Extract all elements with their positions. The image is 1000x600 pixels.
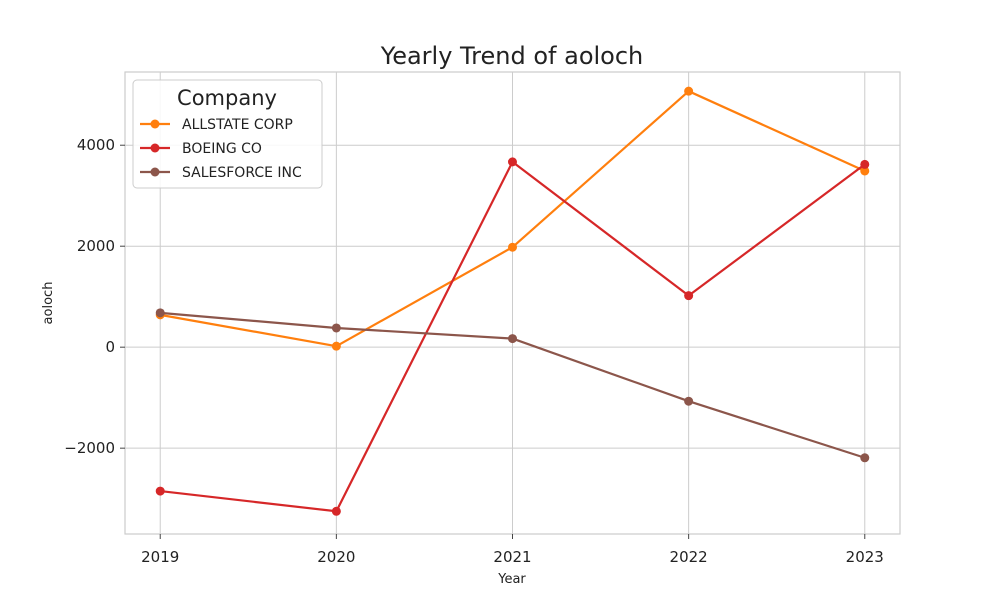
y-tick-label: −2000 (64, 439, 115, 457)
data-point (331, 341, 341, 351)
series (155, 86, 870, 516)
x-axis-ticks: 2019 2020 2021 2022 2023 (141, 534, 884, 566)
data-point (155, 308, 165, 318)
data-point (508, 157, 517, 167)
data-point (860, 166, 870, 176)
legend-swatch-marker (150, 119, 160, 129)
data-point (331, 323, 341, 333)
data-point (508, 242, 517, 252)
series-boeing-co (155, 157, 870, 516)
series-allstate-corp (155, 86, 870, 351)
data-point (155, 486, 165, 496)
legend-item: BOEING CO (140, 141, 262, 157)
y-axis-ticks: −2000 0 2000 4000 (64, 136, 125, 457)
data-point (684, 86, 694, 96)
x-tick-label: 2021 (493, 548, 531, 566)
x-tick-label: 2020 (317, 548, 355, 566)
legend-label: SALESFORCE INC (182, 165, 302, 181)
data-point (860, 159, 870, 169)
y-tick-label: 2000 (77, 237, 115, 255)
legend-items: ALLSTATE CORP BOEING CO SALESFORCE INC (140, 117, 302, 181)
legend-title: Company (177, 86, 277, 110)
x-tick-label: 2023 (846, 548, 884, 566)
legend-swatch-marker (150, 167, 160, 177)
x-tick-label: 2019 (141, 548, 179, 566)
y-tick-label: 4000 (77, 136, 115, 154)
legend: Company ALLSTATE CORP BOEING CO SALESFORCE… (132, 79, 323, 189)
legend-item: ALLSTATE CORP (140, 117, 293, 133)
legend-swatch-marker (150, 143, 160, 153)
legend-label: BOEING CO (182, 141, 262, 157)
data-point (860, 453, 870, 463)
x-tick-label: 2022 (670, 548, 708, 566)
series-salesforce-inc (155, 308, 870, 463)
y-axis-label: aoloch (41, 282, 56, 325)
x-axis-label: Year (497, 572, 526, 587)
chart-title: Yearly Trend of aoloch (380, 42, 644, 70)
y-tick-label: 0 (105, 338, 115, 356)
legend-label: ALLSTATE CORP (182, 117, 293, 133)
data-point (684, 291, 694, 301)
data-point (331, 506, 341, 516)
legend-box (132, 79, 323, 189)
data-point (508, 334, 517, 344)
data-point (684, 396, 694, 406)
legend-item: SALESFORCE INC (140, 165, 302, 181)
